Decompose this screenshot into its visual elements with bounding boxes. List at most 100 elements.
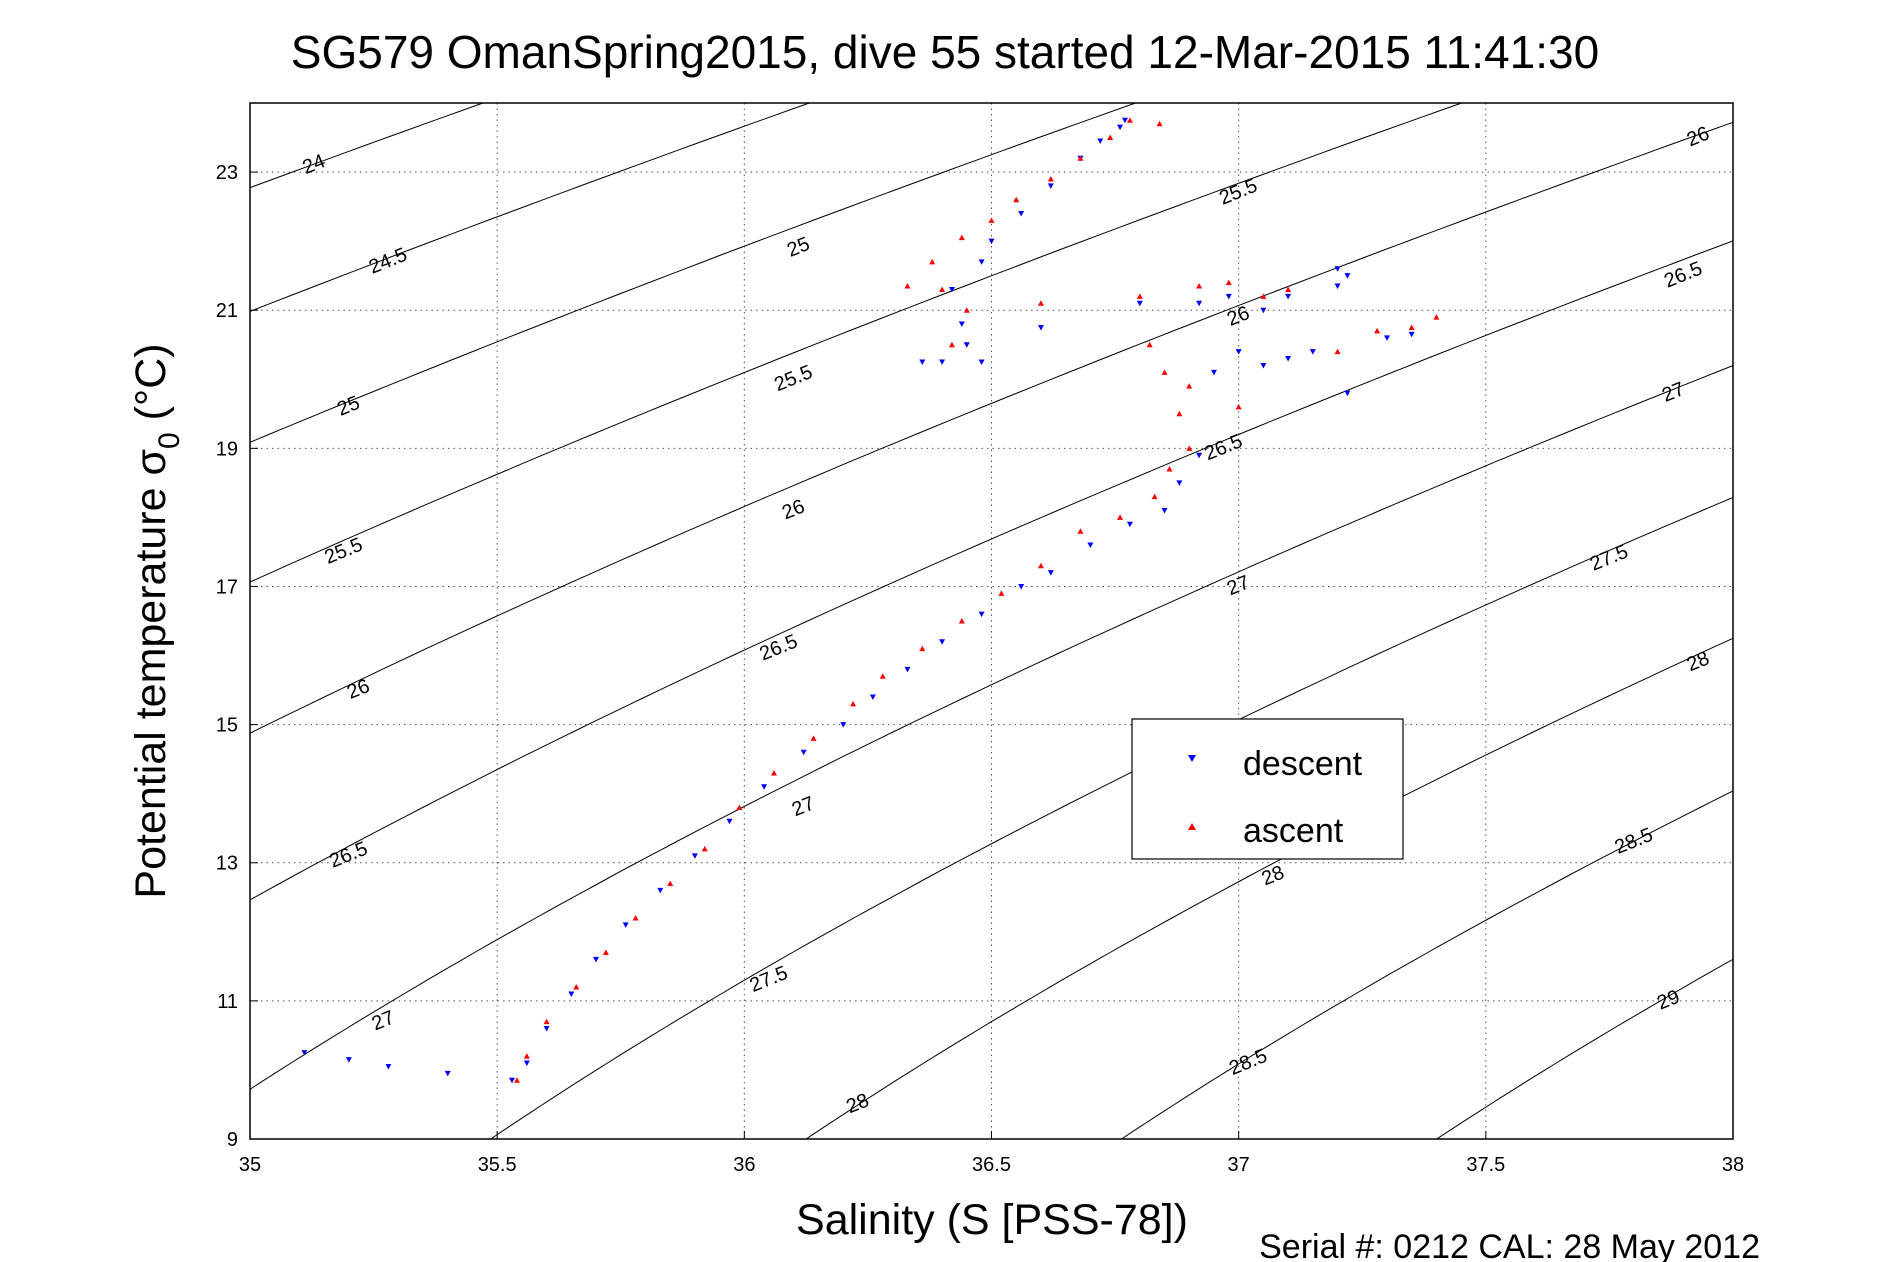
- descent-point: [1285, 356, 1292, 362]
- isopycnal-line: [250, 365, 1733, 1090]
- legend-descent-label: descent: [1243, 745, 1363, 783]
- ascent-point: [1433, 314, 1440, 320]
- ascent-point: [701, 845, 708, 852]
- descent-point: [1383, 335, 1390, 341]
- ascent-point: [958, 234, 965, 241]
- ascent-point: [1077, 155, 1084, 161]
- ascent-point: [1225, 279, 1232, 286]
- descent-point: [958, 321, 965, 328]
- ascent-point: [632, 914, 639, 921]
- descent-point: [523, 1060, 530, 1067]
- ascent-point: [850, 700, 857, 707]
- ascent-point: [1037, 300, 1044, 306]
- descent-point: [963, 342, 970, 348]
- ascent-point: [939, 286, 946, 292]
- ascent-point: [1285, 286, 1292, 292]
- x-tick-label: 35: [239, 1154, 261, 1176]
- ascent-point: [1186, 445, 1193, 451]
- descent-point: [988, 238, 995, 245]
- descent-point: [691, 853, 698, 859]
- ascent-point: [513, 1077, 520, 1083]
- ascent-point: [1013, 196, 1020, 203]
- isopycnal-line: [250, 103, 1464, 583]
- x-tick-label: 36: [733, 1154, 755, 1176]
- isopycnal-line: [250, 103, 811, 312]
- data-points: [301, 117, 1440, 1084]
- ascent-point: [1186, 383, 1193, 389]
- chart-title: SG579 OmanSpring2015, dive 55 started 12…: [291, 26, 1599, 78]
- y-tick-label: 11: [217, 991, 238, 1013]
- ascent-point: [929, 258, 936, 265]
- descent-point: [1309, 349, 1316, 355]
- descent-point: [1161, 507, 1168, 514]
- descent-point: [840, 722, 847, 728]
- isopycnal-line: [250, 103, 1137, 443]
- ascent-point: [1136, 293, 1143, 299]
- ascent-point: [1374, 327, 1381, 334]
- ascent-point: [573, 984, 580, 990]
- ascent-point: [963, 307, 970, 313]
- legend-descent-marker: [1188, 755, 1196, 762]
- descent-point: [1121, 117, 1128, 124]
- axis-ticks: 35 35.5 36 36.5 37 37.5 38 9 11 13 15 17 19 21 23: [216, 162, 1744, 1176]
- ascent-point: [1107, 134, 1114, 141]
- descent-point: [726, 818, 733, 825]
- ascent-point: [602, 949, 609, 956]
- ascent-point: [1077, 528, 1084, 534]
- descent-point: [978, 259, 985, 265]
- ascent-point: [1146, 341, 1153, 348]
- descent-point: [1334, 266, 1341, 272]
- isopycnal-line: [805, 637, 1733, 1139]
- descent-point: [919, 359, 926, 365]
- y-axis-label-sub: 0: [153, 432, 186, 449]
- descent-point: [1344, 390, 1351, 397]
- descent-point: [1196, 300, 1203, 307]
- descent-point: [1037, 324, 1044, 331]
- x-tick-label: 37.5: [1466, 1154, 1505, 1176]
- ascent-point: [543, 1018, 550, 1025]
- y-tick-label: 9: [227, 1129, 238, 1151]
- ascent-point: [988, 217, 995, 223]
- ascent-point: [770, 769, 777, 776]
- ascent-point: [1176, 410, 1183, 417]
- isopycnal-line: [1435, 958, 1733, 1139]
- isopycnal-line: [489, 496, 1733, 1139]
- descent-point: [1260, 362, 1267, 369]
- y-axis-label-unit: (°C): [127, 343, 175, 432]
- descent-point: [301, 1050, 308, 1056]
- y-axis-label: Potential temperature σ0 (°C): [127, 343, 186, 898]
- x-tick-label: 38: [1722, 1154, 1744, 1176]
- ascent-point: [958, 618, 965, 624]
- descent-point: [1225, 293, 1232, 300]
- descent-point: [345, 1057, 352, 1063]
- ascent-point: [1037, 562, 1044, 569]
- descent-point: [444, 1070, 451, 1077]
- descent-point: [385, 1063, 392, 1070]
- y-tick-label: 21: [216, 300, 238, 322]
- ascent-point: [948, 341, 955, 348]
- descent-point: [593, 956, 600, 963]
- ascent-point: [1117, 514, 1124, 520]
- ascent-point: [1260, 293, 1267, 299]
- descent-point: [939, 639, 946, 645]
- descent-point: [939, 359, 946, 365]
- descent-point: [800, 749, 807, 756]
- ascent-point: [1047, 175, 1054, 182]
- descent-point: [1210, 369, 1217, 376]
- descent-point: [1285, 293, 1292, 300]
- legend-ascent-label: ascent: [1243, 812, 1344, 850]
- descent-point: [622, 922, 629, 928]
- isopycnal-line: [1120, 790, 1733, 1139]
- descent-point: [904, 666, 911, 673]
- ascent-point: [1408, 324, 1415, 330]
- grid: [250, 103, 1733, 1139]
- y-axis-label-main: Potential temperature σ: [127, 449, 175, 899]
- x-tick-label: 37: [1228, 1154, 1250, 1176]
- descent-point: [508, 1077, 515, 1084]
- descent-point: [1097, 138, 1104, 144]
- serial-cal-footer: Serial #: 0212 CAL: 28 May 2012: [1259, 1228, 1760, 1262]
- ascent-point: [904, 283, 911, 289]
- descent-point: [1408, 331, 1415, 338]
- descent-point: [1260, 307, 1267, 314]
